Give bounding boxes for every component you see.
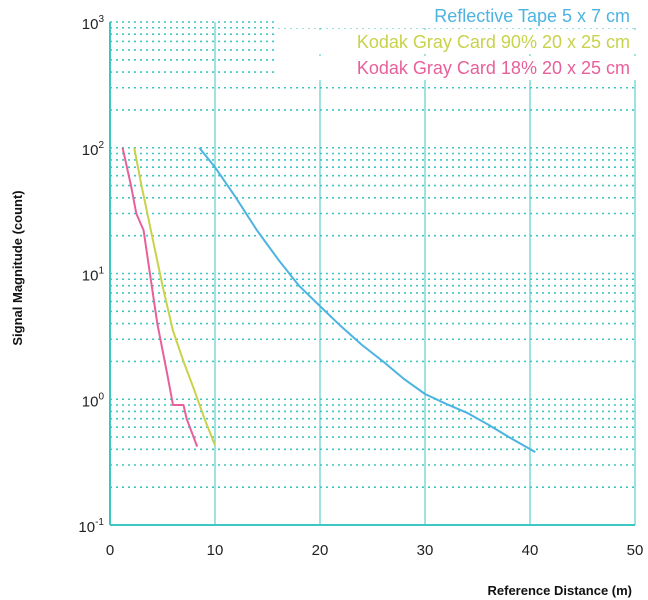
grid bbox=[110, 21, 636, 525]
x-tick-label: 20 bbox=[312, 542, 329, 559]
legend-entry: Kodak Gray Card 18% 20 x 25 cm bbox=[357, 58, 630, 78]
series-line bbox=[133, 147, 216, 446]
y-tick-label: 102 bbox=[82, 140, 105, 159]
x-tick-label: 0 bbox=[106, 542, 114, 559]
x-tick-label: 30 bbox=[417, 542, 434, 559]
legend-background bbox=[274, 56, 636, 80]
x-tick-label: 50 bbox=[627, 542, 644, 559]
series-lines bbox=[121, 147, 536, 453]
axes: 0 10 20 30 40 50 10-1 100 101 102 103 bbox=[78, 14, 643, 559]
legend-entry: Reflective Tape 5 x 7 cm bbox=[434, 6, 630, 26]
series-line bbox=[121, 147, 199, 447]
legend-background bbox=[274, 30, 636, 54]
y-tick-label: 10-1 bbox=[78, 517, 104, 536]
legend-entry: Kodak Gray Card 90% 20 x 25 cm bbox=[357, 32, 630, 52]
x-tick-label: 40 bbox=[522, 542, 539, 559]
legend: Reflective Tape 5 x 7 cm Kodak Gray Card … bbox=[274, 4, 636, 80]
y-axis-title: Signal Magnitude (count) bbox=[10, 190, 25, 345]
y-tick-label: 103 bbox=[82, 14, 105, 33]
y-tick-label: 101 bbox=[82, 266, 105, 285]
x-axis-title: Reference Distance (m) bbox=[488, 583, 633, 598]
legend-background bbox=[274, 4, 636, 28]
x-tick-label: 10 bbox=[207, 542, 224, 559]
series-line bbox=[198, 147, 536, 453]
y-tick-label: 100 bbox=[82, 391, 105, 410]
